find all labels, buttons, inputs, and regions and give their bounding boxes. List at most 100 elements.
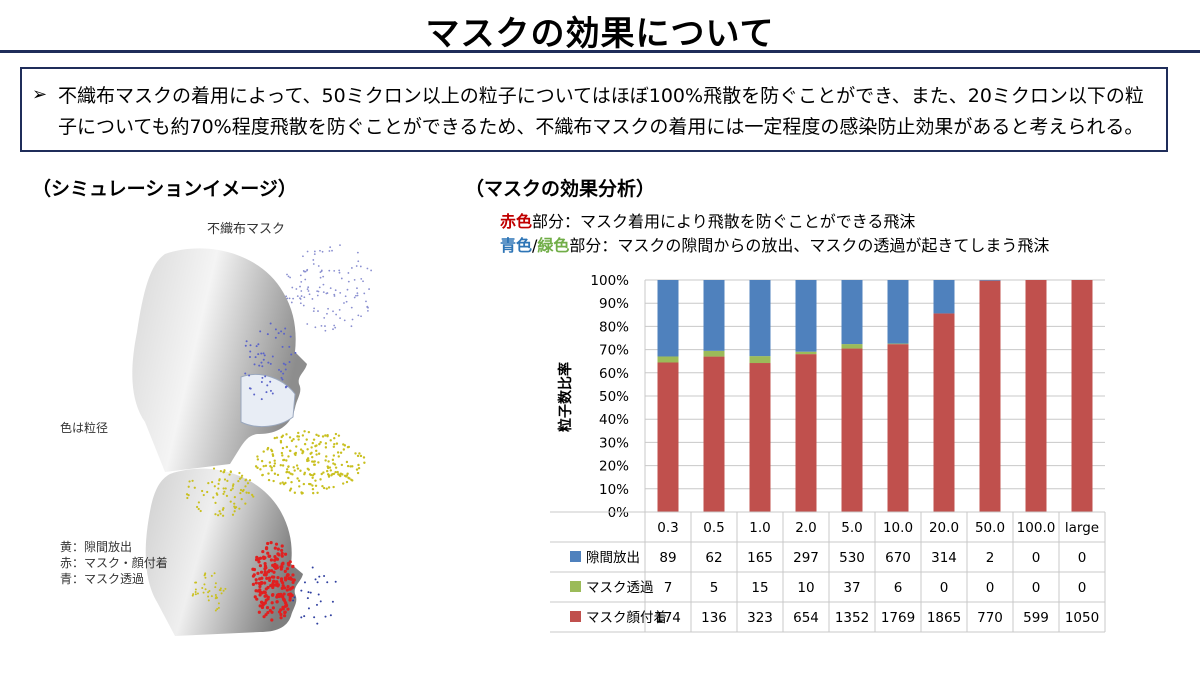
particle-dot <box>288 449 292 452</box>
particle-dot <box>282 482 286 486</box>
particle-dot <box>264 464 268 467</box>
particle-dot <box>317 452 321 455</box>
particle-dot <box>271 392 274 395</box>
particle-dot <box>259 330 262 333</box>
particle-dot <box>334 289 337 292</box>
particle-dot <box>196 592 199 595</box>
particle-dot <box>225 494 229 497</box>
particle-dot <box>254 558 259 562</box>
particle-dot <box>313 460 316 463</box>
particle-dot <box>271 581 275 586</box>
top-head-shape <box>132 248 307 472</box>
y-ticks: 0% 10% 20% 30% 40% 50% 60% 70% 80% 90% 100% <box>590 273 629 521</box>
bottom-head-shape <box>145 468 303 636</box>
particle-dot <box>303 442 307 446</box>
particle-dot <box>273 555 277 559</box>
particle-dot <box>345 300 348 303</box>
particle-dot <box>271 355 274 358</box>
particle-dot <box>302 482 306 486</box>
particle-dot <box>201 489 204 493</box>
bar-segment <box>703 280 725 351</box>
particle-dot <box>214 594 217 597</box>
table-cell: 15 <box>751 580 768 596</box>
particle-dot <box>263 561 267 566</box>
page-title: マスクの効果について <box>425 14 775 54</box>
sim-color-note: 色は粒径 <box>60 421 109 435</box>
particle-dot <box>219 587 222 590</box>
particle-dot <box>289 335 292 338</box>
particle-dot <box>218 479 221 482</box>
particle-dot <box>273 436 276 440</box>
particle-dot <box>288 297 291 300</box>
particle-dot <box>300 616 303 619</box>
particle-dot <box>313 307 316 310</box>
particle-dot <box>280 579 284 583</box>
particle-dot <box>287 465 290 468</box>
particle-dot <box>292 578 296 582</box>
particle-dot <box>346 288 349 291</box>
particle-dot <box>232 483 235 486</box>
particle-dot <box>277 368 280 371</box>
particle-dot <box>329 614 332 617</box>
particle-dot <box>204 588 207 591</box>
particle-dot <box>263 594 267 598</box>
particle-dot <box>256 589 260 593</box>
particle-dot <box>317 265 320 267</box>
particle-dot <box>247 491 250 495</box>
particle-dot <box>279 612 283 617</box>
particle-dot <box>282 592 286 596</box>
top-mask-shape <box>240 373 296 428</box>
particle-dot <box>202 591 205 594</box>
particle-dot <box>313 616 316 619</box>
particle-dot <box>322 471 325 474</box>
x-tick-label: 50.0 <box>975 520 1005 536</box>
table-cell: 670 <box>885 550 911 566</box>
top-head <box>132 244 373 472</box>
particle-dot <box>271 606 275 610</box>
particle-dot <box>333 463 337 466</box>
particle-dot <box>325 487 328 490</box>
particle-dot <box>351 465 354 468</box>
particle-dot <box>275 580 279 584</box>
particle-dot <box>202 493 205 497</box>
particle-dot <box>312 310 315 313</box>
bar-segment <box>841 348 863 512</box>
particle-dot <box>319 600 322 603</box>
table-cell: 0 <box>986 580 995 596</box>
particle-dot <box>303 296 306 299</box>
particle-dot <box>359 454 363 458</box>
bars <box>657 280 1093 512</box>
particle-dot <box>262 464 265 468</box>
particle-dot <box>334 471 337 474</box>
particle-dot <box>212 496 215 499</box>
particle-dot <box>280 551 284 556</box>
particle-dot <box>280 586 284 590</box>
particle-dot <box>329 287 332 290</box>
particle-dot <box>323 317 326 319</box>
particle-dot <box>312 438 316 441</box>
particle-dot <box>311 476 314 480</box>
particle-dot <box>339 244 341 247</box>
particle-dot <box>256 466 259 470</box>
particle-dot <box>282 362 285 365</box>
particle-dot <box>333 293 336 296</box>
particle-dot <box>275 566 279 570</box>
particle-dot <box>341 482 345 485</box>
particle-dot <box>287 455 290 458</box>
particle-dot <box>246 482 250 485</box>
particle-dot <box>296 295 299 297</box>
particle-dot <box>257 343 260 346</box>
particle-dot <box>319 271 322 274</box>
particle-dot <box>332 485 335 489</box>
particle-dot <box>316 581 319 584</box>
sim-legend-red: 赤：マスク・顔付着 <box>60 556 168 570</box>
particle-dot <box>194 581 197 584</box>
particle-dot <box>249 350 252 353</box>
particle-dot <box>286 573 290 577</box>
bar-segment <box>1025 280 1047 512</box>
particle-dot <box>309 591 312 594</box>
particle-dot <box>193 486 196 489</box>
particle-dot <box>307 290 310 292</box>
particle-dot <box>279 464 282 467</box>
legend-swatch <box>570 551 581 562</box>
